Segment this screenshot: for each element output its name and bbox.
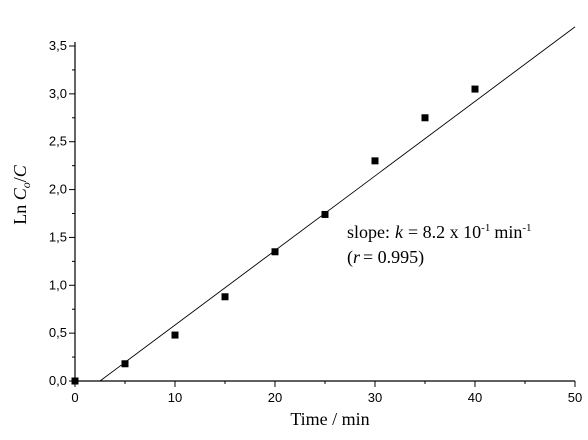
y-tick-label: 3,0: [49, 86, 67, 101]
annotation-r-value: = 0.995): [363, 247, 424, 268]
data-point: [321, 210, 329, 218]
x-axis-label: Time / min: [290, 409, 369, 429]
fit-line-layer: [99, 26, 576, 382]
x-tick-label: 50: [568, 390, 582, 405]
x-tick-label: 40: [468, 390, 482, 405]
y-label-sub: o: [19, 182, 33, 188]
y-tick-label: 2,5: [49, 134, 67, 149]
ticks: 0 10 20 30 40 50 0,0 0,5 1,0 1,5 2,0 2,5 3,0 3,5: [49, 38, 582, 405]
y-label-c: C: [10, 187, 30, 200]
annotation-k-value: = 8.2 x 10: [408, 222, 481, 242]
y-tick-label: 1,5: [49, 229, 67, 244]
data-points: [71, 85, 479, 385]
annotation-k-unit: min: [494, 222, 522, 242]
data-point: [171, 331, 179, 339]
y-tick-label: 0,0: [49, 373, 67, 388]
y-tick-label: 1,0: [49, 277, 67, 292]
annotation-r-open: (: [347, 247, 353, 268]
annotation-r: (r = 0.995): [347, 247, 424, 268]
x-tick-label: 30: [368, 390, 382, 405]
y-tick-label: 0,5: [49, 325, 67, 340]
data-point: [271, 248, 279, 256]
y-label-slash: /: [10, 177, 30, 182]
data-point: [371, 157, 379, 165]
annotation-r-symbol: r: [353, 247, 361, 267]
x-tick-label: 0: [71, 390, 78, 405]
annotation-slope: slope: k = 8.2 x 10-1 min-1: [347, 222, 532, 242]
x-tick-label: 20: [268, 390, 282, 405]
annotation-k-exp: -1: [481, 222, 490, 234]
annotation-k-symbol: k: [395, 222, 404, 242]
data-point: [121, 360, 129, 368]
data-point: [221, 293, 229, 301]
y-axis-label: Ln Co/C: [10, 164, 33, 225]
annotation-slope-prefix: slope:: [347, 222, 390, 242]
y-label-ln: Ln: [10, 200, 30, 225]
data-point: [71, 377, 79, 385]
fit-line: [99, 26, 576, 382]
annotation-k-unit-exp: -1: [522, 222, 531, 234]
y-label-c2: C: [10, 164, 30, 177]
y-tick-label: 3,5: [49, 38, 67, 53]
data-point: [421, 114, 429, 122]
y-tick-label: 2,0: [49, 182, 67, 197]
data-point: [471, 85, 479, 93]
x-tick-label: 10: [168, 390, 182, 405]
